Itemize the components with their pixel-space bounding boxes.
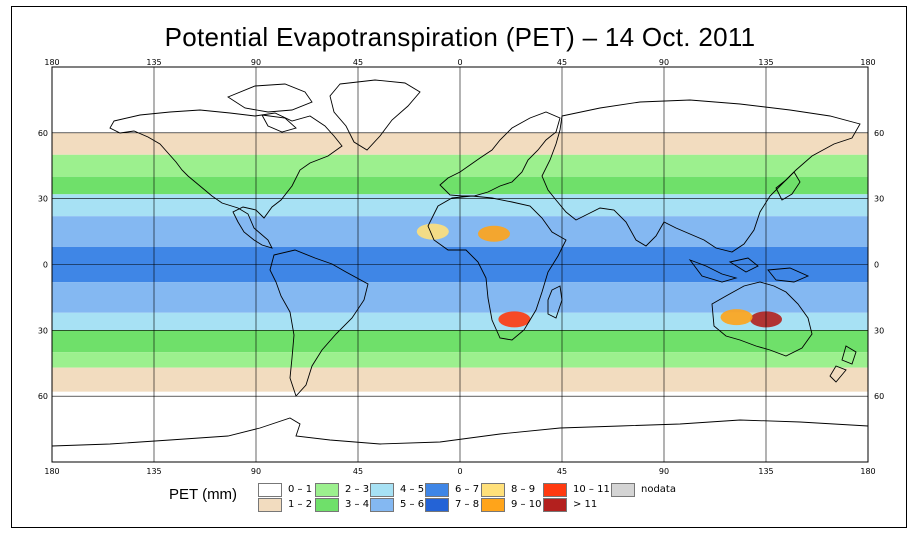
legend-swatch <box>370 483 394 497</box>
legend-swatch <box>481 483 505 497</box>
coast-europe <box>439 111 561 197</box>
map-border <box>51 66 869 463</box>
legend-title: PET (mm) <box>169 486 238 503</box>
legend-label: 8 – 9 <box>511 484 536 495</box>
top-lon-label-5: 45 <box>557 58 567 67</box>
coast-new-zealand <box>829 345 857 383</box>
legend-label: 7 – 8 <box>455 499 480 510</box>
legend-label: 3 – 4 <box>345 499 370 510</box>
left-lat-label-0: 60 <box>38 129 48 138</box>
left-lat-label-1: 30 <box>38 195 48 204</box>
top-lon-label-1: 135 <box>146 58 161 67</box>
legend-swatch <box>425 498 449 512</box>
bottom-lon-label-4: 0 <box>457 467 462 476</box>
right-lat-label-3: 30 <box>874 326 884 335</box>
coast-japan <box>775 171 801 201</box>
legend-label: > 11 <box>573 499 598 510</box>
bottom-lon-label-8: 180 <box>860 467 875 476</box>
top-lon-label-3: 45 <box>353 58 363 67</box>
hotspot-west-sahel <box>416 223 449 240</box>
legend-label: 9 – 10 <box>511 499 542 510</box>
hotspot-southern-africa <box>498 311 531 328</box>
left-lat-label-3: 30 <box>38 326 48 335</box>
bottom-lon-label-1: 135 <box>146 467 161 476</box>
legend-label: 10 – 11 <box>573 484 610 495</box>
legend-label: 2 – 3 <box>345 484 370 495</box>
bottom-lon-label-3: 45 <box>353 467 363 476</box>
coast-madagascar <box>547 285 563 319</box>
legend-label: 1 – 2 <box>288 499 313 510</box>
legend-label: 0 – 1 <box>288 484 313 495</box>
coast-south-america <box>269 249 369 397</box>
coast-antarctica <box>52 417 868 447</box>
bottom-lon-label-6: 90 <box>659 467 669 476</box>
legend-label: 5 – 6 <box>400 499 425 510</box>
left-lat-label-2: 0 <box>43 261 48 270</box>
top-lon-label-4: 0 <box>457 58 462 67</box>
hotspot-sahara-sahel <box>478 225 510 242</box>
legend-swatch <box>370 498 394 512</box>
coast-indonesia <box>688 257 810 283</box>
legend-swatch <box>258 498 282 512</box>
legend-swatch <box>611 483 635 497</box>
legend-label: 4 – 5 <box>400 484 425 495</box>
top-lon-label-8: 180 <box>860 58 875 67</box>
legend-swatch <box>425 483 449 497</box>
coast-arctic-islands <box>227 83 313 133</box>
top-lon-label-6: 90 <box>659 58 669 67</box>
coast-greenland <box>329 79 421 151</box>
legend-swatch <box>315 483 339 497</box>
top-lon-label-0: 180 <box>44 58 59 67</box>
top-lon-label-7: 135 <box>758 58 773 67</box>
coast-australia <box>711 281 813 357</box>
figure-frame <box>11 6 907 528</box>
right-lat-label-2: 0 <box>874 261 879 270</box>
coast-asia <box>541 99 861 253</box>
legend-label: 6 – 7 <box>455 484 480 495</box>
right-lat-label-1: 30 <box>874 195 884 204</box>
legend-swatch <box>543 483 567 497</box>
bottom-lon-label-0: 180 <box>44 467 59 476</box>
legend-swatch <box>543 498 567 512</box>
legend-swatch <box>315 498 339 512</box>
coast-africa <box>427 195 567 341</box>
legend-swatch <box>258 483 282 497</box>
bottom-lon-label-2: 90 <box>251 467 261 476</box>
coast-north-america <box>109 109 343 249</box>
coastlines <box>52 79 868 447</box>
bottom-lon-label-7: 135 <box>758 467 773 476</box>
legend-label: nodata <box>641 484 676 495</box>
legend-swatch <box>481 498 505 512</box>
bottom-lon-label-5: 45 <box>557 467 567 476</box>
map-title: Potential Evapotranspiration (PET) – 14 … <box>164 22 756 52</box>
hotspot-western-australia <box>720 309 753 326</box>
right-lat-label-4: 60 <box>874 392 884 401</box>
top-lon-label-2: 90 <box>251 58 261 67</box>
left-lat-label-4: 60 <box>38 392 48 401</box>
axis-labels: 180 135 90 45 0 45 90 135 180 180 135 90 45 0 45 90 135 1… <box>38 58 884 476</box>
right-lat-label-0: 60 <box>874 129 884 138</box>
